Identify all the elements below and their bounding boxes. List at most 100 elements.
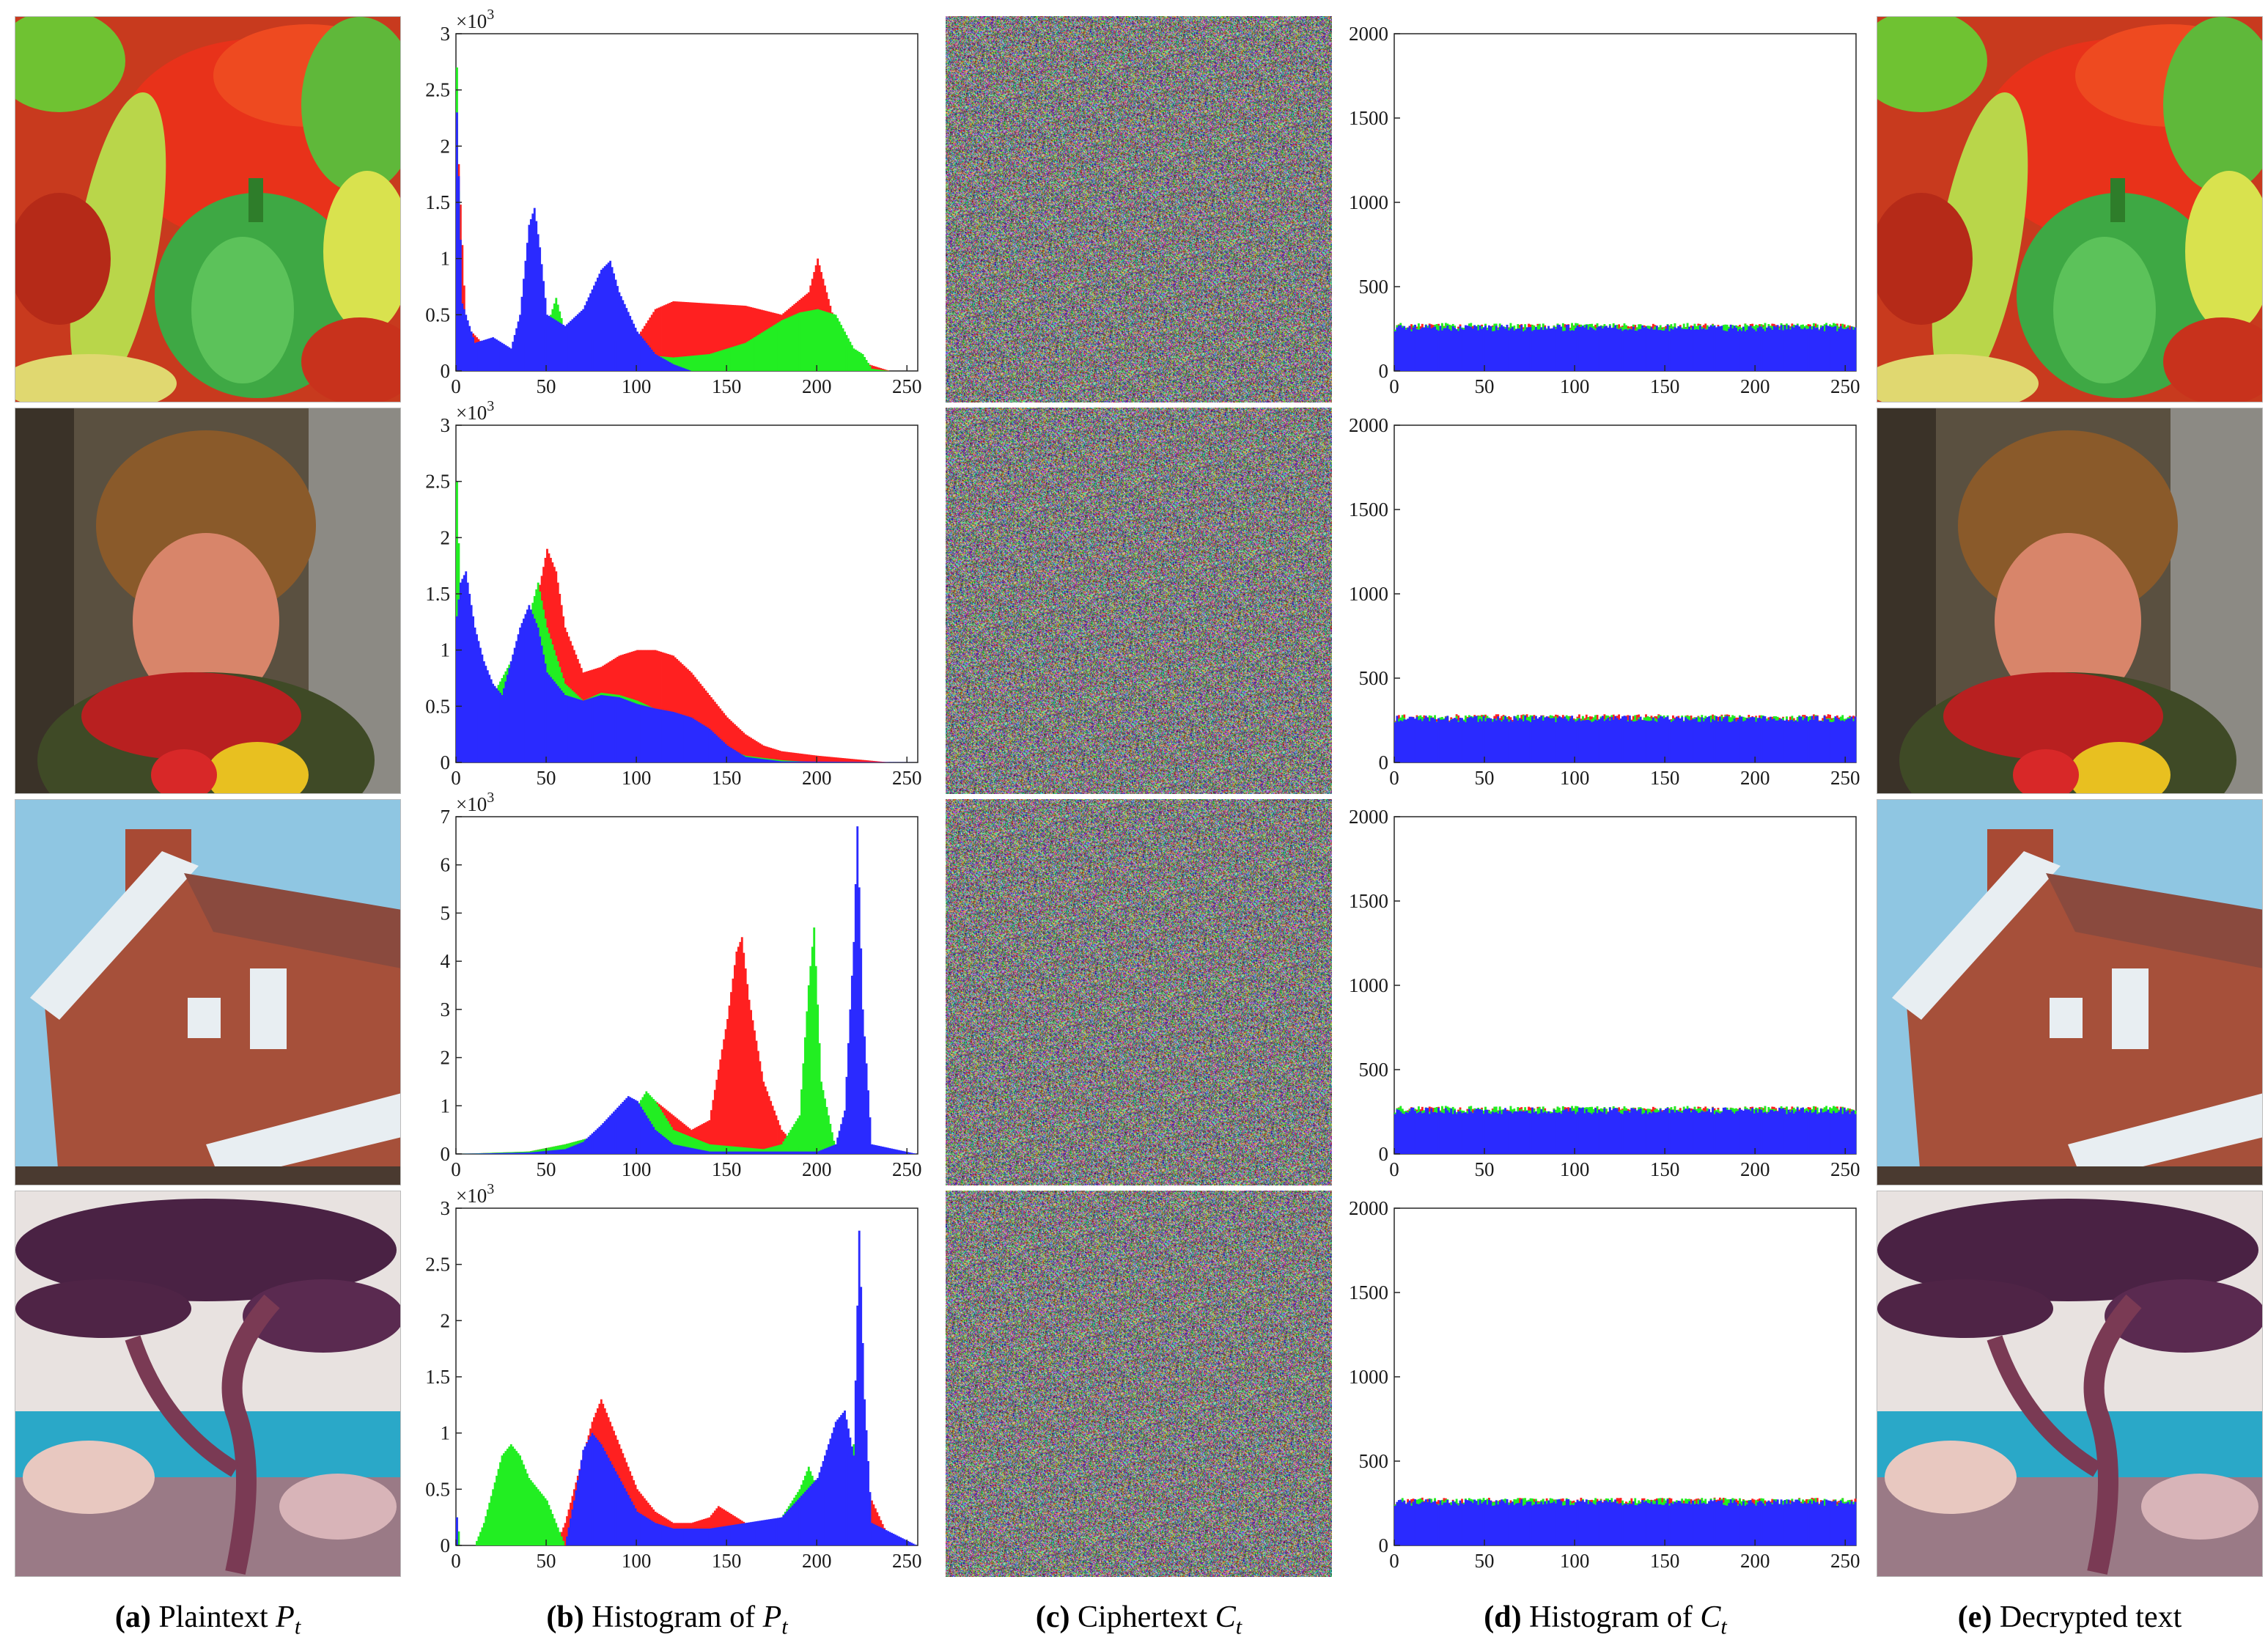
bar bbox=[719, 1507, 722, 1545]
bar bbox=[910, 1152, 913, 1154]
bar bbox=[845, 1076, 848, 1154]
bar bbox=[663, 1526, 666, 1545]
bar bbox=[784, 1138, 787, 1154]
bar bbox=[831, 757, 833, 762]
bar bbox=[1596, 327, 1599, 371]
bar bbox=[461, 304, 464, 371]
bar bbox=[1608, 325, 1611, 371]
bar bbox=[515, 641, 518, 762]
bar bbox=[567, 696, 570, 762]
bar bbox=[665, 1138, 668, 1154]
bar bbox=[1477, 1108, 1480, 1154]
x-tick-label: 100 bbox=[622, 1158, 652, 1180]
bar bbox=[1657, 330, 1660, 371]
bar bbox=[1740, 716, 1743, 762]
bar bbox=[477, 641, 480, 762]
y-tick-label: 500 bbox=[1359, 276, 1389, 298]
bar bbox=[1663, 330, 1665, 371]
bar bbox=[770, 748, 773, 762]
bar bbox=[499, 1152, 501, 1154]
bar bbox=[1455, 718, 1458, 762]
bar bbox=[520, 622, 523, 762]
bar bbox=[681, 301, 684, 371]
bar bbox=[1778, 719, 1781, 762]
bar bbox=[802, 312, 805, 371]
bar bbox=[1536, 329, 1539, 371]
bar bbox=[735, 751, 738, 762]
bar bbox=[740, 754, 743, 762]
bar bbox=[1470, 326, 1473, 371]
bar bbox=[1739, 328, 1741, 371]
bar bbox=[770, 1147, 773, 1154]
bar bbox=[1838, 719, 1841, 762]
bar bbox=[1434, 718, 1437, 762]
bar bbox=[793, 1503, 796, 1545]
bar bbox=[1652, 717, 1654, 762]
bar bbox=[625, 1491, 628, 1545]
bar bbox=[677, 713, 680, 762]
bar bbox=[1514, 1111, 1517, 1154]
bar bbox=[652, 1127, 655, 1154]
bar bbox=[710, 697, 713, 762]
bar bbox=[814, 966, 817, 1154]
bar bbox=[1598, 326, 1600, 371]
bar bbox=[1628, 716, 1631, 762]
bar bbox=[697, 1529, 700, 1545]
bar bbox=[1685, 717, 1687, 762]
x-tick-label: 0 bbox=[1389, 375, 1399, 397]
bar bbox=[625, 699, 628, 762]
bar bbox=[754, 1151, 756, 1154]
bar bbox=[728, 1005, 731, 1154]
bar bbox=[1513, 1111, 1516, 1154]
bar bbox=[564, 1149, 567, 1154]
bar bbox=[864, 1399, 866, 1545]
bar bbox=[504, 345, 507, 371]
bar bbox=[672, 1144, 675, 1154]
bar bbox=[1588, 326, 1591, 371]
bar bbox=[1733, 718, 1736, 762]
bar bbox=[809, 754, 812, 762]
bar bbox=[707, 354, 709, 371]
bar bbox=[1681, 717, 1684, 762]
bar bbox=[1502, 1110, 1505, 1154]
bar bbox=[775, 1145, 778, 1154]
bar bbox=[676, 1131, 679, 1154]
bar bbox=[546, 672, 548, 762]
bar bbox=[666, 1121, 669, 1154]
bar bbox=[802, 1493, 805, 1545]
bar bbox=[1437, 1108, 1440, 1154]
bar bbox=[488, 1502, 491, 1545]
bar bbox=[853, 759, 855, 762]
bar bbox=[1798, 326, 1801, 371]
bar bbox=[523, 1152, 525, 1154]
bar bbox=[1558, 716, 1561, 762]
bar bbox=[693, 1148, 696, 1154]
bar bbox=[739, 344, 742, 371]
bar bbox=[760, 1149, 763, 1154]
bar bbox=[721, 1151, 724, 1154]
bar bbox=[618, 1478, 621, 1545]
bar bbox=[703, 1150, 706, 1154]
bar bbox=[811, 754, 814, 762]
bar bbox=[1767, 326, 1770, 371]
bar bbox=[1791, 719, 1794, 762]
bar bbox=[1424, 325, 1427, 371]
bar bbox=[767, 1151, 770, 1154]
bar bbox=[1756, 328, 1759, 371]
bar bbox=[607, 1117, 610, 1154]
bar bbox=[598, 273, 601, 371]
bar bbox=[1698, 326, 1701, 371]
y-tick-label: 500 bbox=[1359, 667, 1389, 689]
bar bbox=[746, 984, 749, 1154]
y-exponent-label: ×103 bbox=[456, 790, 494, 815]
bar bbox=[1423, 1112, 1426, 1154]
x-tick-label: 50 bbox=[537, 1550, 556, 1572]
bar bbox=[834, 1422, 837, 1545]
bar bbox=[872, 1144, 875, 1154]
bar bbox=[531, 213, 534, 371]
bar bbox=[660, 357, 662, 371]
bar bbox=[1809, 326, 1811, 371]
bar bbox=[513, 1152, 516, 1154]
bar bbox=[822, 1089, 825, 1154]
bar bbox=[1451, 1114, 1454, 1154]
